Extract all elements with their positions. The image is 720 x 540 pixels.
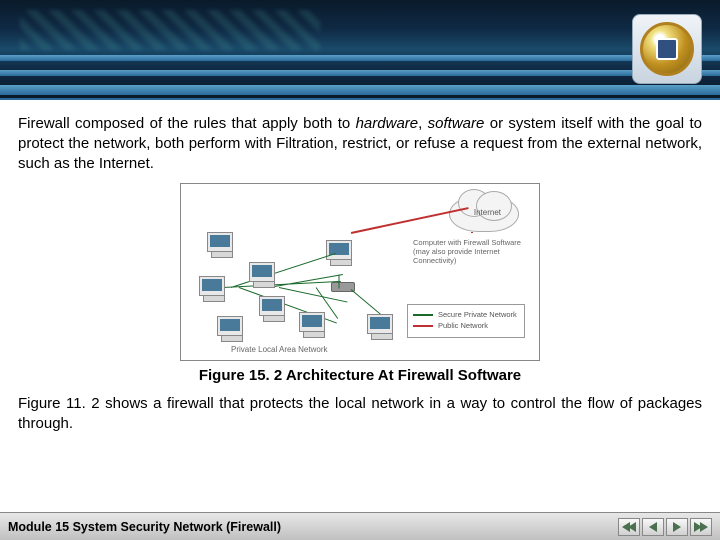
firewall-computer-icon [326, 240, 352, 260]
lan-computer-icon [217, 316, 243, 336]
text-segment: , [418, 115, 428, 132]
left-arrow-icon [649, 522, 657, 532]
slide-footer: Module 15 System Security Network (Firew… [0, 512, 720, 540]
nav-last-button[interactable] [690, 518, 712, 536]
nav-prev-button[interactable] [642, 518, 664, 536]
internet-label: Internet [474, 208, 501, 217]
lan-computer-icon [299, 312, 325, 332]
lan-computer-icon [249, 262, 275, 282]
network-diagram: Internet Computer with Firewall Software… [180, 183, 540, 361]
firewall-description: Computer with Firewall Software (may als… [413, 238, 523, 265]
legend-public-label: Public Network [438, 321, 488, 330]
lan-computer-icon [207, 232, 233, 252]
lan-computer-icon [199, 276, 225, 296]
public-connection-line [471, 232, 473, 233]
module-title: Module 15 System Security Network (Firew… [8, 520, 281, 534]
italic-hardware: hardware [356, 115, 419, 132]
double-right-icon [694, 522, 708, 532]
legend-secure-row: Secure Private Network [413, 310, 519, 319]
slide-header [0, 0, 720, 100]
lan-computer-icon [259, 296, 285, 316]
logo-badge [632, 14, 702, 84]
header-stripe [0, 70, 720, 76]
slide-content: Firewall composed of the rules that appl… [0, 100, 720, 512]
italic-software: software [428, 115, 485, 132]
diagram-container: Internet Computer with Firewall Software… [18, 183, 702, 361]
text-segment: Firewall composed of the rules that appl… [18, 115, 356, 132]
legend-secure-line-icon [413, 314, 433, 316]
figure-caption: Figure 15. 2 Architecture At Firewall So… [18, 367, 702, 384]
nav-controls [618, 518, 712, 536]
nav-first-button[interactable] [618, 518, 640, 536]
paragraph-intro: Firewall composed of the rules that appl… [18, 114, 702, 173]
right-arrow-icon [673, 522, 681, 532]
paragraph-explanation: Figure 11. 2 shows a firewall that prote… [18, 394, 702, 434]
logo-center-icon [656, 38, 678, 60]
nav-next-button[interactable] [666, 518, 688, 536]
legend-public-line-icon [413, 325, 433, 327]
lan-label: Private Local Area Network [231, 345, 328, 354]
header-stripe [0, 85, 720, 95]
double-left-icon [622, 522, 636, 532]
legend-secure-label: Secure Private Network [438, 310, 517, 319]
lan-computer-icon [367, 314, 393, 334]
logo-emblem [640, 22, 694, 76]
legend-public-row: Public Network [413, 321, 519, 330]
diagram-legend: Secure Private Network Public Network [407, 304, 525, 338]
header-stripe [0, 55, 720, 61]
